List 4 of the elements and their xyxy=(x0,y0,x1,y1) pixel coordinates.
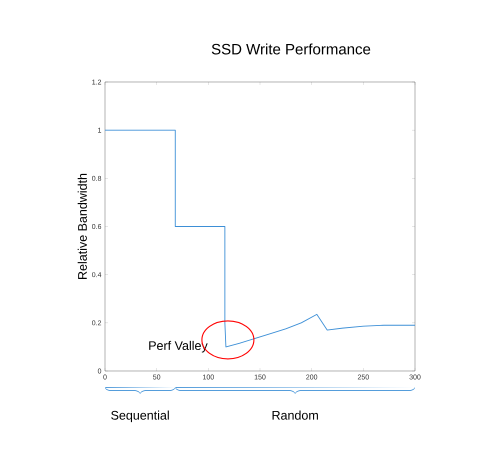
text: Sequential xyxy=(111,410,169,422)
chart-title: SSD Write Performance xyxy=(212,43,370,54)
y-axis-title: Relative Bandwidth xyxy=(78,174,87,279)
text: Random xyxy=(272,410,318,420)
